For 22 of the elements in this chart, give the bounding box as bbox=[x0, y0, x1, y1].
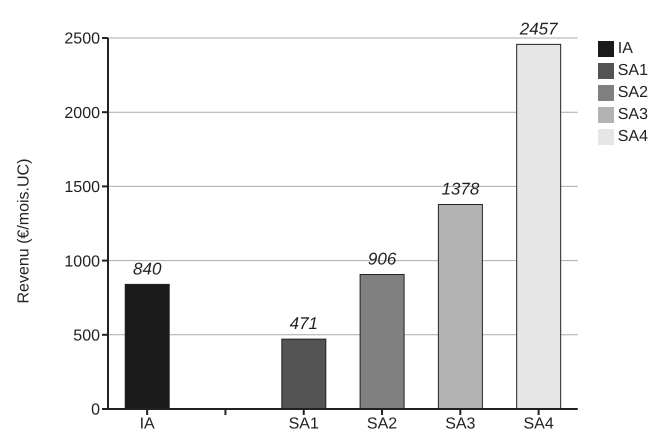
x-tick-label: IA bbox=[140, 415, 156, 432]
data-label: 1378 bbox=[441, 180, 480, 199]
legend-label: IA bbox=[618, 40, 633, 57]
y-tick-label: 2000 bbox=[64, 104, 100, 122]
data-label: 840 bbox=[133, 259, 162, 278]
data-label: 906 bbox=[368, 250, 397, 269]
y-tick-label: 0 bbox=[91, 402, 100, 419]
x-tick-label: SA1 bbox=[288, 415, 319, 432]
x-tick-label: SA3 bbox=[445, 415, 476, 432]
y-tick-label: 1000 bbox=[64, 253, 100, 270]
legend-label: SA1 bbox=[618, 62, 648, 79]
legend-label: SA4 bbox=[618, 128, 648, 145]
y-axis-title: Revenu (€/mois.UC) bbox=[16, 158, 33, 304]
data-label: 2457 bbox=[518, 19, 558, 38]
data-label: 471 bbox=[290, 314, 318, 334]
x-tick-label: SA4 bbox=[523, 415, 554, 432]
y-tick-label: 2500 bbox=[64, 30, 100, 48]
y-tick-label: 500 bbox=[73, 327, 100, 344]
legend-label: SA3 bbox=[618, 106, 648, 123]
y-tick-label: 1500 bbox=[64, 179, 100, 196]
legend-label: SA2 bbox=[618, 84, 648, 101]
x-tick-label: SA2 bbox=[366, 415, 398, 432]
